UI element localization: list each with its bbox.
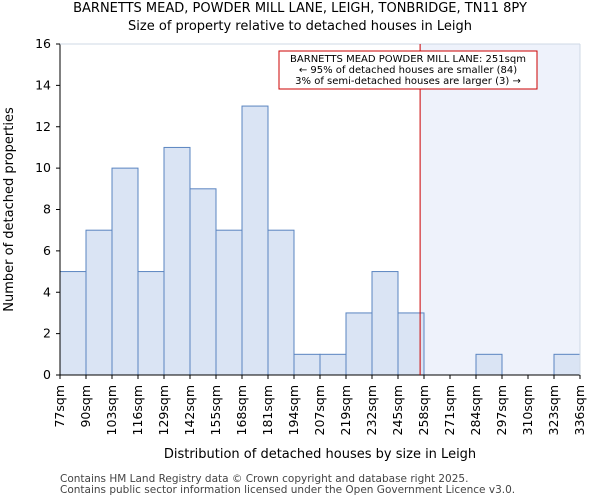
bar [371,271,399,376]
bar [59,271,87,376]
x-tick-label: 129sqm [156,385,171,435]
bar [111,167,139,376]
y-axis-title: Number of detached properties [2,107,17,312]
y-tick-label: 4 [43,284,51,299]
bar [553,353,581,376]
footer-copyright: Contains HM Land Registry data © Crown c… [60,473,469,485]
bar [137,271,165,376]
x-axis-title: Distribution of detached houses by size … [164,447,476,462]
x-tick-label: 336sqm [572,385,587,435]
bar [189,188,217,376]
y-tick-label: 12 [35,119,51,134]
x-tick-label: 219sqm [338,385,353,435]
bar [475,353,503,376]
bar [319,353,347,376]
x-tick-label: 181sqm [260,385,275,435]
x-tick-label: 323sqm [546,385,561,435]
y-tick-label: 14 [35,77,51,92]
y-tick-label: 8 [43,202,51,217]
x-tick-label: 310sqm [520,385,535,435]
x-tick-label: 258sqm [416,385,431,435]
x-tick-label: 207sqm [312,385,327,435]
annotation-frame [278,50,538,90]
y-tick-label: 2 [43,326,51,341]
bar [85,229,113,376]
bar [267,229,295,376]
x-tick-label: 155sqm [208,385,223,435]
footer-licence: Contains public sector information licen… [60,484,516,496]
y-tick-label: 16 [35,36,51,51]
x-tick-label: 284sqm [468,385,483,435]
x-tick-label: 142sqm [182,385,197,435]
annotation-line-2: ← 95% of detached houses are smaller (84… [299,65,517,76]
x-tick-label: 232sqm [364,385,379,435]
x-tick-label: 103sqm [104,385,119,435]
chart-title: BARNETTS MEAD, POWDER MILL LANE, LEIGH, … [73,1,527,16]
x-tick-label: 245sqm [390,385,405,435]
x-tick-label: 77sqm [52,385,67,428]
bar [345,312,373,376]
x-tick-label: 116sqm [130,385,145,435]
y-tick-label: 6 [43,243,51,258]
x-tick-label: 168sqm [234,385,249,435]
bar [241,105,269,376]
bar [215,229,243,376]
annotation-line-3: 3% of semi-detached houses are larger (3… [295,76,521,87]
x-tick-label: 194sqm [286,385,301,435]
annotation-box: BARNETTS MEAD POWDER MILL LANE: 251sqm ←… [278,50,538,90]
annotation-line-1: BARNETTS MEAD POWDER MILL LANE: 251sqm [290,54,526,65]
x-tick-label: 271sqm [442,385,457,435]
y-tick-label: 0 [43,367,51,382]
bar [163,146,191,376]
x-tick-label: 297sqm [494,385,509,435]
chart-subtitle: Size of property relative to detached ho… [128,19,472,34]
bar [293,353,321,376]
shaded-region-larger [420,44,580,375]
x-tick-label: 90sqm [78,385,93,428]
y-tick-label: 10 [35,160,51,175]
